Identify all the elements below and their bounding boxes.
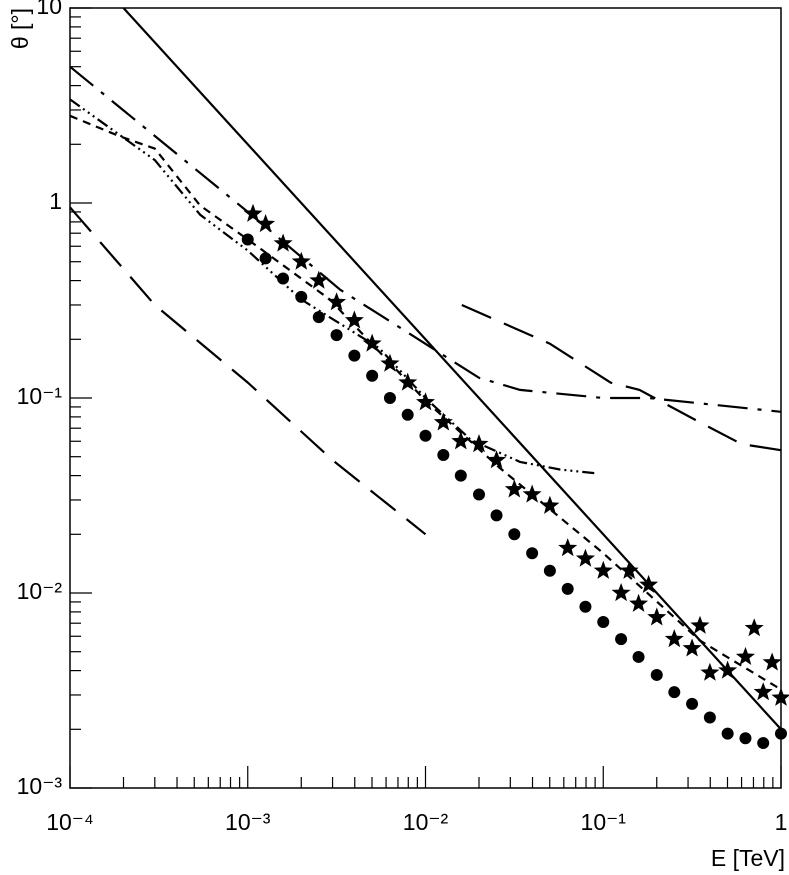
star-marker — [629, 593, 649, 612]
star-marker — [718, 660, 738, 679]
dot-marker — [330, 329, 343, 342]
star-marker — [639, 574, 659, 593]
dot-marker — [295, 290, 308, 303]
star-marker — [380, 353, 400, 372]
dot-marker — [615, 633, 628, 646]
dot-marker — [383, 392, 396, 404]
star-marker — [771, 687, 789, 706]
star-marker — [540, 495, 560, 514]
star-marker — [611, 583, 631, 602]
star-marker — [487, 450, 507, 469]
y-tick-label: 10⁻³ — [17, 773, 63, 799]
star-marker — [327, 292, 347, 311]
star-marker — [256, 214, 276, 233]
dot-marker — [668, 686, 681, 699]
dot-marker — [703, 711, 716, 724]
dot-marker — [490, 509, 503, 522]
y-axis-title: θ [°] — [7, 8, 33, 49]
x-tick-label: 10⁻³ — [225, 809, 271, 835]
dot-marker — [454, 469, 467, 482]
star-marker — [558, 538, 578, 557]
dot-marker — [241, 233, 254, 246]
star-marker — [690, 615, 710, 634]
star-marker — [433, 412, 453, 431]
star-marker — [753, 682, 773, 701]
y-tick-label: 10⁻¹ — [17, 383, 63, 409]
dot-marker — [721, 727, 734, 740]
y-tick-label: 1 — [49, 188, 62, 214]
star-marker — [664, 629, 684, 648]
star-marker — [762, 652, 782, 671]
dot-marker — [259, 252, 272, 265]
star-marker — [469, 434, 489, 453]
dot-marker — [739, 732, 752, 745]
series-line — [69, 65, 782, 413]
star-marker — [362, 333, 382, 352]
x-tick-label: 10⁻¹ — [581, 809, 627, 835]
star-marker — [744, 618, 764, 637]
series-line — [69, 98, 598, 475]
star-marker — [682, 638, 702, 657]
star-marker — [522, 484, 542, 503]
dot-marker — [686, 697, 699, 710]
x-tick-label: 10⁻⁴ — [46, 809, 94, 835]
x-tick-label: 1 — [775, 809, 788, 835]
dot-marker — [597, 616, 610, 629]
star-marker — [575, 548, 595, 567]
dot-marker — [650, 668, 663, 681]
star-marker — [504, 479, 524, 498]
dot-marker — [312, 311, 325, 324]
x-axis-title: E [TeV] — [711, 845, 785, 871]
star-marker — [273, 233, 293, 252]
dot-marker — [508, 528, 521, 541]
x-tick-label: 10⁻² — [403, 809, 449, 835]
star-marker — [398, 372, 418, 391]
dot-marker — [437, 449, 450, 462]
y-tick-label: 10⁻² — [17, 578, 63, 604]
dot-marker — [473, 488, 486, 501]
dot-marker — [526, 547, 539, 560]
star-marker — [451, 431, 471, 450]
star-marker — [619, 560, 639, 579]
star-marker — [344, 310, 364, 329]
dot-marker — [561, 582, 574, 595]
dot-marker — [579, 600, 592, 613]
star-marker — [700, 662, 720, 681]
star-marker — [647, 607, 667, 626]
star-marker — [416, 392, 435, 411]
dot-marker — [366, 369, 379, 382]
dot-marker — [277, 272, 290, 285]
dot-marker — [757, 737, 770, 750]
series-line — [461, 303, 782, 452]
series-line — [122, 7, 782, 731]
dot-marker — [632, 650, 645, 663]
series-line — [69, 206, 427, 536]
dot-marker — [419, 429, 432, 442]
dot-marker — [543, 564, 556, 577]
y-tick-label: 10 — [36, 0, 62, 19]
star-marker — [243, 203, 263, 222]
dot-marker — [348, 349, 361, 362]
dot-marker — [401, 408, 414, 421]
dot-marker — [775, 727, 787, 740]
star-marker — [291, 251, 311, 270]
star-marker — [593, 560, 613, 579]
star-marker — [735, 646, 755, 665]
star-marker — [309, 270, 329, 289]
